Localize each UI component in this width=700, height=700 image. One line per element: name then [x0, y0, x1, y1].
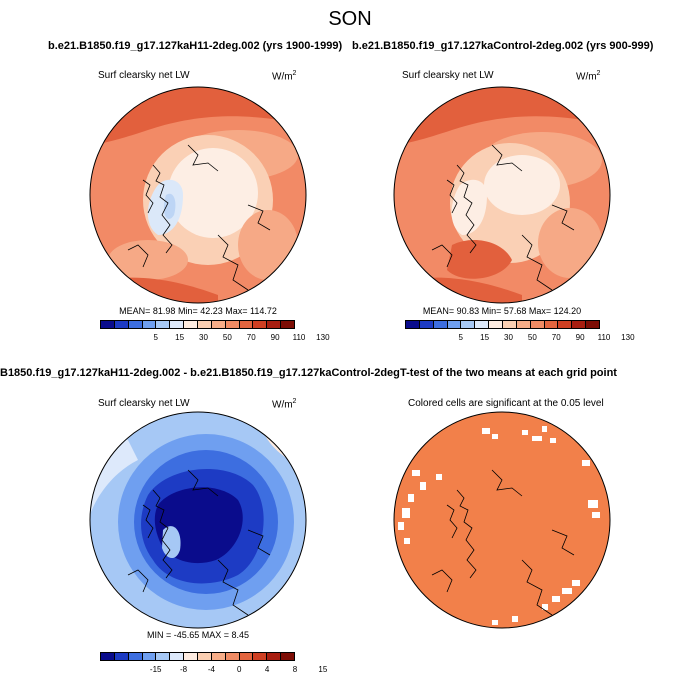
colorbar-swatch: [101, 653, 115, 660]
colorbar-swatch: [128, 653, 143, 660]
colorbar-swatch: [184, 321, 199, 328]
colorbar-swatch: [558, 321, 573, 328]
colorbar-swatch: [530, 321, 545, 328]
colorbar-tick-label: 5: [153, 333, 158, 342]
panel3-colorbar-ticks: -15 -8 -4 0 4 8 15: [100, 665, 327, 677]
colorbar-swatch: [281, 321, 295, 328]
colorbar-tick-label: 90: [270, 333, 280, 342]
panel2-colorbar-ticks: 5 15 30 50 70 90 110 130: [405, 333, 634, 345]
panel4-variable: Colored cells are significant at the 0.0…: [408, 398, 604, 409]
colorbar-swatch: [198, 321, 212, 328]
colorbar-swatch: [239, 653, 254, 660]
panel3-stats: MIN = -45.65 MAX = 8.45: [146, 630, 250, 640]
panel1-title: b.e21.B1850.f19_g17.127kaH11-2deg.002 (y…: [48, 40, 343, 52]
colorbar-swatch: [447, 321, 462, 328]
colorbar-swatch: [461, 321, 476, 328]
panel1-stats: MEAN= 81.98 Min= 42.23 Max= 114.72: [119, 306, 277, 316]
colorbar-swatch: [267, 321, 282, 328]
colorbar-swatch: [253, 653, 268, 660]
colorbar-swatch: [114, 653, 129, 660]
colorbar-tick-label: 110: [597, 333, 611, 342]
panel1-colorbar: [100, 320, 295, 329]
colorbar-swatch: [184, 653, 199, 660]
panel1-variable: Surf clearsky net LW: [98, 70, 190, 81]
colorbar-swatch: [211, 321, 226, 328]
colorbar-swatch: [239, 321, 254, 328]
colorbar-swatch: [142, 653, 157, 660]
colorbar-tick-label: 70: [551, 333, 561, 342]
colorbar-swatch: [101, 321, 115, 328]
colorbar-swatch: [170, 321, 185, 328]
colorbar-tick-label: 0: [237, 665, 242, 674]
colorbar-tick-label: 15: [175, 333, 185, 342]
panel4-title: T-test of the two means at each grid poi…: [400, 367, 617, 379]
panel1-units: W/m2: [272, 70, 297, 83]
colorbar-tick-label: 90: [575, 333, 585, 342]
colorbar-swatch: [267, 653, 282, 660]
colorbar-swatch: [225, 653, 240, 660]
colorbar-swatch: [211, 653, 226, 660]
panel2-colorbar: [405, 320, 600, 329]
colorbar-swatch: [475, 321, 490, 328]
season-title: SON: [328, 8, 372, 30]
colorbar-swatch: [156, 321, 171, 328]
panel3-units: W/m2: [272, 398, 297, 411]
colorbar-swatch: [406, 321, 420, 328]
colorbar-tick-label: 15: [318, 665, 328, 674]
panel2-map: [393, 86, 611, 304]
colorbar-swatch: [114, 321, 129, 328]
panel4-map: [393, 411, 611, 629]
colorbar-swatch: [419, 321, 434, 328]
colorbar-swatch: [572, 321, 587, 328]
colorbar-swatch: [170, 653, 185, 660]
panel2-title: b.e21.B1850.f19_g17.127kaControl-2deg.00…: [352, 40, 654, 52]
colorbar-swatch: [225, 321, 240, 328]
colorbar-swatch: [503, 321, 517, 328]
colorbar-tick-label: -4: [207, 665, 215, 674]
colorbar-tick-label: 5: [458, 333, 463, 342]
colorbar-swatch: [198, 653, 212, 660]
colorbar-tick-label: 30: [199, 333, 208, 342]
colorbar-swatch: [128, 321, 143, 328]
panel1-map: [89, 86, 307, 304]
panel3-colorbar: [100, 652, 295, 661]
colorbar-tick-label: 50: [527, 333, 537, 342]
colorbar-tick-label: 130: [316, 333, 330, 342]
panel3-variable: Surf clearsky net LW: [98, 398, 190, 409]
colorbar-swatch: [253, 321, 268, 328]
colorbar-tick-label: -8: [180, 665, 188, 674]
panel3-title: B1850.f19_g17.127kaH11-2deg.002 - b.e21.…: [0, 367, 400, 379]
colorbar-tick-label: 130: [621, 333, 635, 342]
colorbar-swatch: [544, 321, 559, 328]
colorbar-tick-label: 50: [222, 333, 232, 342]
colorbar-swatch: [489, 321, 504, 328]
panel1-colorbar-ticks: 5 15 30 50 70 90 110 130: [100, 333, 329, 345]
colorbar-swatch: [586, 321, 600, 328]
panel2-stats: MEAN= 90.83 Min= 57.68 Max= 124.20: [422, 306, 582, 316]
colorbar-tick-label: 110: [292, 333, 306, 342]
colorbar-swatch: [433, 321, 448, 328]
colorbar-swatch: [142, 321, 157, 328]
panel2-units: W/m2: [576, 70, 601, 83]
panel2-variable: Surf clearsky net LW: [402, 70, 494, 81]
colorbar-tick-label: 15: [480, 333, 490, 342]
colorbar-tick-label: 8: [292, 665, 298, 674]
colorbar-tick-label: 30: [504, 333, 513, 342]
colorbar-swatch: [516, 321, 531, 328]
colorbar-swatch: [156, 653, 171, 660]
panel3-map: [89, 411, 307, 629]
colorbar-tick-label: 70: [246, 333, 256, 342]
colorbar-swatch: [281, 653, 295, 660]
colorbar-tick-label: -15: [149, 665, 162, 674]
colorbar-tick-label: 4: [264, 665, 270, 674]
